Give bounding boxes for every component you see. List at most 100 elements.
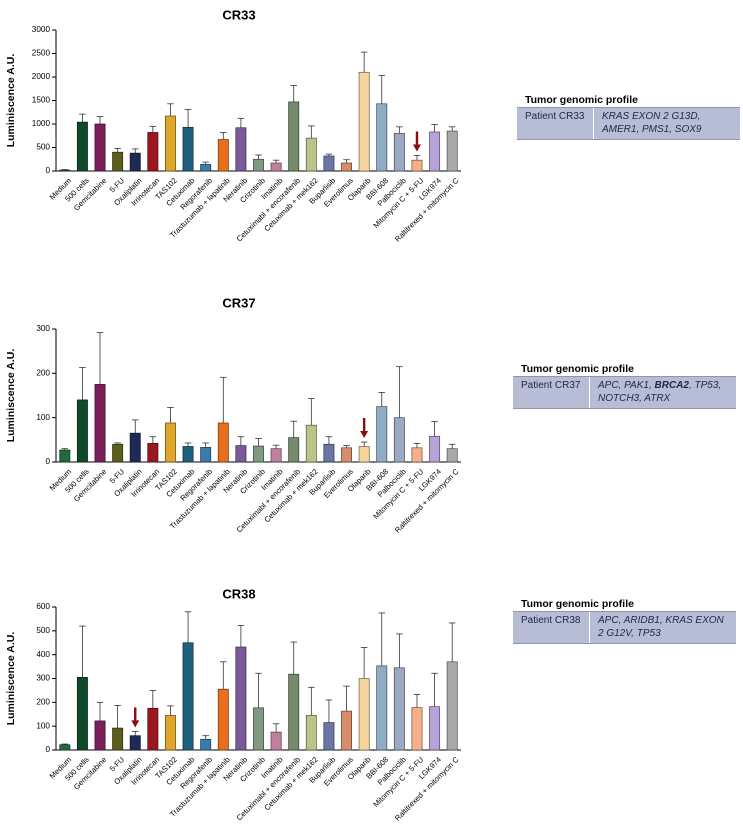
genomic-profile-cr37: Tumor genomic profile Patient CR37 APC, … <box>513 363 736 409</box>
y-tick-label: 200 <box>36 369 50 378</box>
bar-imatinib <box>270 731 282 751</box>
gene-list-pre: APC, PAK1, <box>598 380 655 391</box>
profile-title: Tumor genomic profile <box>513 598 736 612</box>
bar-buparlisib <box>323 443 335 463</box>
gene-list: APC, PAK1, BRCA2, TP53, NOTCH3, ATRX <box>590 377 736 408</box>
y-tick-label: 2500 <box>32 49 51 58</box>
patient-label: Patient CR38 <box>513 612 590 643</box>
bar-olaparib <box>358 446 370 463</box>
bar-lgk974 <box>429 131 441 172</box>
highlight-arrow-head <box>412 144 421 152</box>
y-tick-label: 0 <box>45 745 50 754</box>
bar-cetuximabl-encorafenib <box>288 673 300 751</box>
chart-cr33: CR33 Luminiscence A.U. 0 500 1000 1500 2000 250… <box>5 8 461 244</box>
bar-trastuzumab-lapatinib <box>217 688 229 751</box>
bar-500-cells <box>76 399 88 463</box>
bar-buparlisib <box>323 155 335 172</box>
bar-imatinib <box>270 162 282 172</box>
y-tick-label: 0 <box>45 457 50 466</box>
bar-mitomycin-c-5-fu <box>411 159 423 172</box>
bar-cetuximab-mek162 <box>305 424 317 463</box>
bar-neratinib <box>235 646 247 751</box>
bar-medium <box>59 169 71 172</box>
bar-cetuximab <box>182 642 194 751</box>
gene-list-post: , TP53, NOTCH3, ATRX <box>598 380 722 404</box>
bar-cetuximabl-encorafenib <box>288 437 300 463</box>
bar-cetuximab <box>182 126 194 172</box>
y-axis-label: Luminiscence A.U. <box>5 54 17 148</box>
bar-irrinotecan <box>147 132 159 172</box>
chart-title: CR38 <box>222 587 255 602</box>
y-tick-label: 600 <box>36 602 50 611</box>
bar-cetuximab-mek162 <box>305 715 317 751</box>
bar-irrinotecan <box>147 707 159 751</box>
bar-crizotinib <box>253 445 264 463</box>
profile-row: Patient CR33 KRAS EXON 2 G13D, AMER1, PM… <box>517 108 740 140</box>
bar-tas102 <box>165 422 176 463</box>
bar-500-cells <box>76 676 88 751</box>
y-tick-label: 200 <box>36 698 50 707</box>
highlight-arrow-head <box>131 720 140 728</box>
y-axis-label: Luminiscence A.U. <box>5 349 17 443</box>
bar-palbociclib <box>393 667 405 751</box>
y-tick-label: 1500 <box>32 96 51 105</box>
y-tick-label: 500 <box>36 626 50 635</box>
y-tick-label: 2000 <box>32 72 51 81</box>
profile-title: Tumor genomic profile <box>513 363 736 377</box>
bar-buparlisib <box>323 722 335 751</box>
genomic-profile-cr33: Tumor genomic profile Patient CR33 KRAS … <box>517 94 740 140</box>
bar-gemcitabine <box>94 123 106 172</box>
bar-cetuximab-mek162 <box>305 137 317 172</box>
y-tick-label: 300 <box>36 674 50 683</box>
patient-label: Patient CR37 <box>513 377 590 408</box>
bar-500-cells <box>76 121 88 172</box>
bar-mitomycin-c-5-fu <box>411 707 423 751</box>
bar-oxaliplatin <box>129 432 141 463</box>
bar-gemcitabine <box>94 384 106 463</box>
bar-5-fu <box>112 151 124 172</box>
bar-everolimus <box>341 447 352 463</box>
bar-oxaliplatin <box>129 735 141 751</box>
y-tick-label: 100 <box>36 721 50 730</box>
y-tick-label: 400 <box>36 650 50 659</box>
bar-irrinotecan <box>147 443 159 463</box>
y-tick-label: 300 <box>36 324 50 333</box>
profile-row: Patient CR37 APC, PAK1, BRCA2, TP53, NOT… <box>513 377 736 409</box>
bar-raltitrexed-mitomycin-c <box>446 130 458 172</box>
bar-raltitrexed-mitomycin-c <box>446 448 458 463</box>
bar-bbi-608 <box>376 103 388 172</box>
bar-olaparib <box>358 71 370 172</box>
chart-title: CR33 <box>222 8 255 23</box>
genomic-profile-cr38: Tumor genomic profile Patient CR38 APC, … <box>513 598 736 644</box>
bar-cetuximabl-encorafenib <box>288 101 300 172</box>
bar-crizotinib <box>253 158 264 172</box>
bar-medium <box>59 744 71 751</box>
bar-everolimus <box>341 162 352 172</box>
bar-5-fu <box>112 727 124 751</box>
y-tick-label: 100 <box>36 413 50 422</box>
bar-oxaliplatin <box>129 152 141 172</box>
chart-cr38: CR38 Luminiscence A.U. 0 100 200 300 400 500 600… <box>5 587 461 823</box>
bar-trastuzumab-lapatinib <box>217 422 229 463</box>
bar-olaparib <box>358 678 370 751</box>
highlight-arrow-head <box>360 431 369 439</box>
bar-lgk974 <box>429 706 441 751</box>
bar-imatinib <box>270 448 282 463</box>
profile-title: Tumor genomic profile <box>517 94 740 108</box>
bar-palbociclib <box>393 133 405 172</box>
bar-palbociclib <box>393 417 405 463</box>
patient-label: Patient CR33 <box>517 108 594 139</box>
bar-regorafenib <box>200 447 212 463</box>
bar-trastuzumab-lapatinib <box>217 139 229 172</box>
bar-bbi-608 <box>376 665 388 751</box>
profile-row: Patient CR38 APC, ARIDB1, KRAS EXON 2 G1… <box>513 612 736 644</box>
bar-regorafenib <box>200 738 212 751</box>
bar-everolimus <box>341 710 352 751</box>
bar-regorafenib <box>200 164 212 172</box>
bar-lgk974 <box>429 435 441 463</box>
y-tick-label: 0 <box>45 166 50 175</box>
y-tick-label: 1000 <box>32 119 51 128</box>
bar-cetuximab <box>182 446 194 463</box>
